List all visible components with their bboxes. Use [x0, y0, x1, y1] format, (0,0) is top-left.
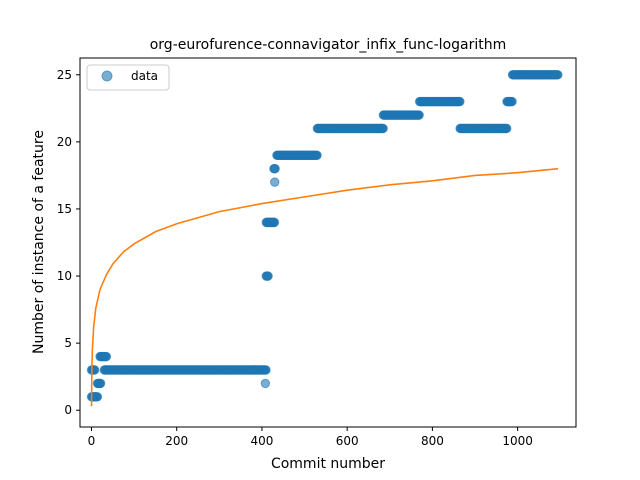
x-tick-label: 400: [250, 434, 273, 448]
legend-label-data: data: [131, 69, 158, 83]
data-point: [95, 378, 106, 389]
data-point: [270, 177, 280, 187]
x-ticks: 0 200 400 600 800 1000: [88, 427, 533, 448]
data-point: [312, 150, 322, 160]
y-tick-label: 20: [57, 135, 72, 149]
y-tick-label: 10: [57, 269, 72, 283]
data-point: [378, 123, 388, 134]
y-tick-label: 5: [64, 336, 72, 350]
x-tick-label: 200: [165, 434, 188, 448]
x-tick-label: 1000: [502, 434, 533, 448]
data-point: [507, 96, 517, 107]
data-point: [260, 378, 271, 389]
data-point: [553, 70, 563, 80]
data-point: [414, 110, 424, 120]
legend: data: [86, 64, 170, 91]
x-tick-label: 0: [88, 434, 96, 448]
data-point: [261, 365, 271, 375]
chart-title: org-eurofurence-connavigator_infix_func-…: [150, 37, 507, 53]
axes-frame: [79, 57, 577, 428]
data-point: [270, 164, 280, 174]
y-ticks: 0 5 10 15 20 25: [57, 68, 80, 417]
x-axis-label: Commit number: [271, 456, 385, 472]
series-fit-line: [90, 167, 559, 407]
y-tick-label: 0: [64, 403, 72, 417]
fit-curve: [90, 167, 559, 407]
x-tick-label: 600: [336, 434, 359, 448]
data-point: [92, 392, 103, 402]
series-data: [86, 70, 563, 402]
y-tick-label: 15: [57, 202, 72, 216]
y-tick-label: 25: [57, 68, 72, 82]
data-point: [455, 96, 465, 107]
y-axis-label: Number of instance of a feature: [31, 130, 47, 354]
data-point: [263, 271, 273, 281]
series-layer: [86, 70, 563, 407]
legend-marker: [101, 70, 113, 82]
x-tick-label: 800: [421, 434, 444, 448]
data-point: [101, 351, 112, 362]
data-point: [502, 123, 512, 134]
data-point: [269, 217, 280, 228]
